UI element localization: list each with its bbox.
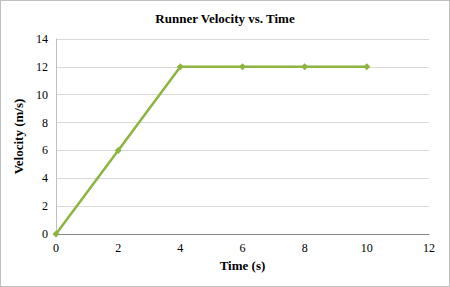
svg-text:14: 14 — [36, 32, 48, 46]
svg-text:8: 8 — [302, 241, 308, 255]
svg-text:8: 8 — [42, 116, 48, 130]
svg-text:2: 2 — [115, 241, 121, 255]
svg-text:12: 12 — [36, 60, 48, 74]
svg-text:12: 12 — [423, 241, 435, 255]
svg-text:Runner Velocity vs. Time: Runner Velocity vs. Time — [155, 11, 295, 26]
svg-text:0: 0 — [53, 241, 59, 255]
svg-text:10: 10 — [361, 241, 373, 255]
svg-text:Time (s): Time (s) — [220, 258, 266, 273]
svg-text:Velocity (m/s): Velocity (m/s) — [11, 99, 26, 175]
svg-text:10: 10 — [36, 88, 48, 102]
svg-text:2: 2 — [42, 199, 48, 213]
svg-text:6: 6 — [240, 241, 246, 255]
svg-text:0: 0 — [42, 227, 48, 241]
svg-text:6: 6 — [42, 143, 48, 157]
svg-text:4: 4 — [177, 241, 183, 255]
svg-text:4: 4 — [42, 171, 48, 185]
